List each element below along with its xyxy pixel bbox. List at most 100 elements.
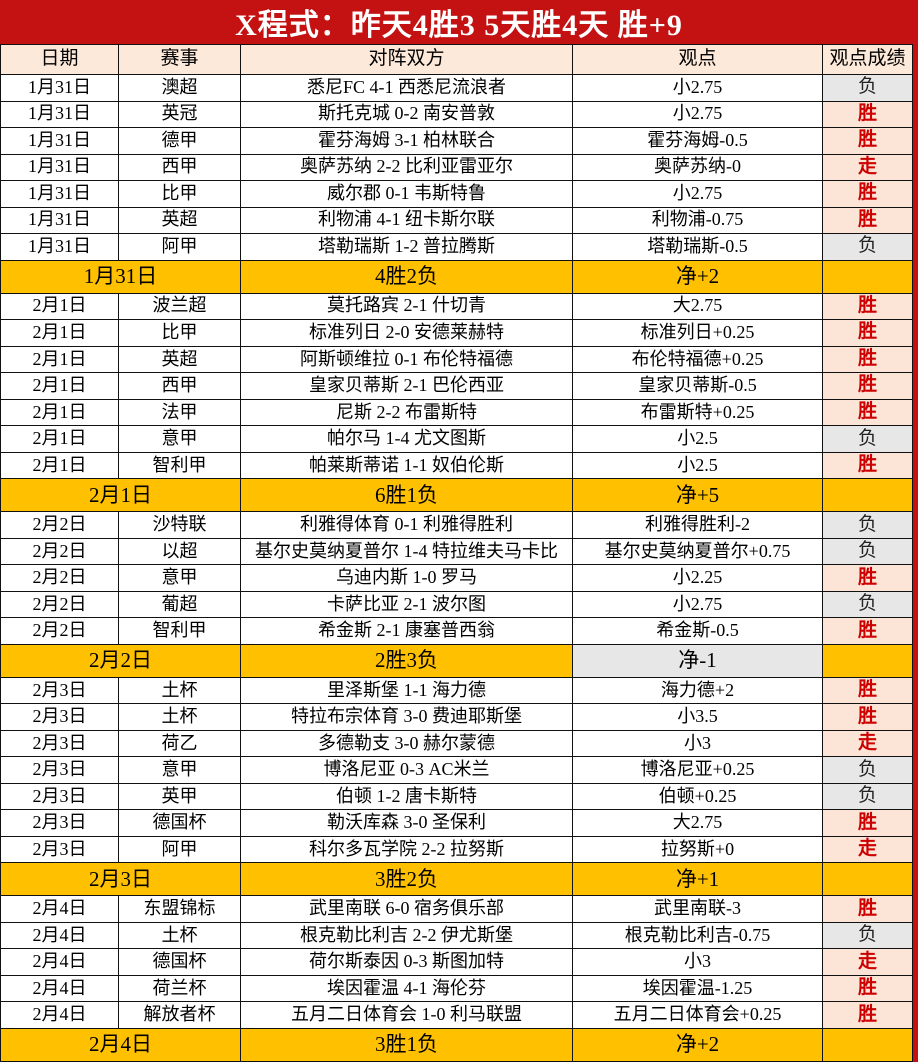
- summary-date-cell: 2月2日: [0, 643, 241, 678]
- league-cell: 比甲: [118, 319, 241, 347]
- summary-record-cell: 6胜1负: [240, 478, 573, 513]
- match-row: 1月31日 比甲 威尔郡 0-1 韦斯特鲁 小2.75 胜: [0, 180, 913, 208]
- summary-row: 1月31日 4胜2负 净+2: [0, 259, 913, 294]
- result-cell: 负: [822, 511, 913, 539]
- result-cell: 胜: [822, 809, 913, 837]
- match-cell: 斯托克城 0-2 南安普敦: [240, 100, 573, 129]
- summary-result-cell: [822, 1028, 913, 1062]
- result-cell: 胜: [822, 895, 913, 923]
- summary-record-cell: 3胜2负: [240, 862, 573, 897]
- match-row: 2月1日 比甲 标准列日 2-0 安德莱赫特 标准列日+0.25 胜: [0, 319, 913, 347]
- match-cell: 科尔多瓦学院 2-2 拉努斯: [240, 835, 573, 864]
- opinion-cell: 武里南联-3: [572, 895, 823, 923]
- result-cell: 负: [822, 425, 913, 453]
- opinion-cell: 标准列日+0.25: [572, 319, 823, 347]
- summary-row: 2月1日 6胜1负 净+5: [0, 478, 913, 513]
- opinion-cell: 海力德+2: [572, 676, 823, 705]
- result-cell: 负: [822, 74, 913, 102]
- summary-result-cell: [822, 478, 913, 513]
- result-cell: 胜: [822, 100, 913, 129]
- summary-date-cell: 2月3日: [0, 862, 241, 897]
- summary-net-cell: 净+2: [572, 259, 823, 294]
- league-cell: 意甲: [118, 564, 241, 592]
- summary-date-cell: 2月1日: [0, 478, 241, 513]
- result-cell: 胜: [822, 703, 913, 731]
- opinion-cell: 小2.75: [572, 590, 823, 619]
- match-row: 2月3日 意甲 博洛尼亚 0-3 AC米兰 博洛尼亚+0.25 负: [0, 756, 913, 784]
- opinion-cell: 小2.25: [572, 564, 823, 592]
- summary-result-cell: [822, 643, 913, 678]
- opinion-cell: 小2.5: [572, 425, 823, 453]
- date-cell: 2月2日: [0, 590, 119, 619]
- summary-result-cell: [822, 259, 913, 294]
- result-cell: 胜: [822, 617, 913, 645]
- summary-result-cell: [822, 862, 913, 897]
- league-cell: 以超: [118, 537, 241, 566]
- league-cell: 英甲: [118, 782, 241, 811]
- match-cell: 霍芬海姆 3-1 柏林联合: [240, 127, 573, 155]
- opinion-cell: 小2.75: [572, 100, 823, 129]
- date-cell: 2月1日: [0, 292, 119, 321]
- match-row: 2月1日 英超 阿斯顿维拉 0-1 布伦特福德 布伦特福德+0.25 胜: [0, 345, 913, 374]
- match-row: 2月1日 智利甲 帕莱斯蒂诺 1-1 奴伯伦斯 小2.5 胜: [0, 451, 913, 480]
- opinion-cell: 大2.75: [572, 809, 823, 837]
- column-header-match: 对阵双方: [240, 44, 573, 75]
- opinion-cell: 小3: [572, 948, 823, 976]
- match-row: 1月31日 英超 利物浦 4-1 纽卡斯尔联 利物浦-0.75 胜: [0, 206, 913, 235]
- result-cell: 负: [822, 782, 913, 811]
- date-cell: 2月1日: [0, 345, 119, 374]
- match-row: 1月31日 德甲 霍芬海姆 3-1 柏林联合 霍芬海姆-0.5 胜: [0, 127, 913, 155]
- date-cell: 2月3日: [0, 703, 119, 731]
- date-cell: 2月1日: [0, 398, 119, 427]
- league-cell: 土杯: [118, 676, 241, 705]
- match-row: 2月3日 土杯 特拉布宗体育 3-0 费迪耶斯堡 小3.5 胜: [0, 703, 913, 731]
- match-row: 2月1日 西甲 皇家贝蒂斯 2-1 巴伦西亚 皇家贝蒂斯-0.5 胜: [0, 372, 913, 400]
- league-cell: 西甲: [118, 372, 241, 400]
- column-header-opinion: 观点: [572, 44, 823, 75]
- league-cell: 阿甲: [118, 233, 241, 261]
- league-cell: 土杯: [118, 703, 241, 731]
- date-cell: 2月2日: [0, 537, 119, 566]
- summary-date-cell: 1月31日: [0, 259, 241, 294]
- opinion-cell: 布伦特福德+0.25: [572, 345, 823, 374]
- result-cell: 走: [822, 153, 913, 182]
- match-row: 2月1日 波兰超 莫托路宾 2-1 什切青 大2.75 胜: [0, 292, 913, 321]
- match-cell: 阿斯顿维拉 0-1 布伦特福德: [240, 345, 573, 374]
- summary-record-cell: 4胜2负: [240, 259, 573, 294]
- result-cell: 走: [822, 948, 913, 976]
- opinion-cell: 伯顿+0.25: [572, 782, 823, 811]
- summary-net-cell: 净+5: [572, 478, 823, 513]
- results-table: 日期 赛事 对阵双方 观点 观点成绩 1月31日 澳超 悉尼FC 4-1 西悉尼流浪…: [0, 44, 913, 1062]
- league-cell: 智利甲: [118, 617, 241, 645]
- date-cell: 2月4日: [0, 974, 119, 1003]
- league-cell: 荷兰杯: [118, 974, 241, 1003]
- opinion-cell: 希金斯-0.5: [572, 617, 823, 645]
- match-cell: 武里南联 6-0 宿务俱乐部: [240, 895, 573, 923]
- date-cell: 1月31日: [0, 127, 119, 155]
- result-cell: 胜: [822, 398, 913, 427]
- match-row: 2月4日 德国杯 荷尔斯泰因 0-3 斯图加特 小3 走: [0, 948, 913, 976]
- match-cell: 皇家贝蒂斯 2-1 巴伦西亚: [240, 372, 573, 400]
- opinion-cell: 博洛尼亚+0.25: [572, 756, 823, 784]
- result-cell: 胜: [822, 564, 913, 592]
- match-row: 2月4日 解放者杯 五月二日体育会 1-0 利马联盟 五月二日体育会+0.25 胜: [0, 1001, 913, 1029]
- match-row: 2月3日 荷乙 多德勒支 3-0 赫尔蒙德 小3 走: [0, 729, 913, 758]
- opinion-cell: 基尔史莫纳夏普尔+0.75: [572, 537, 823, 566]
- match-cell: 勒沃库森 3-0 圣保利: [240, 809, 573, 837]
- date-cell: 2月3日: [0, 676, 119, 705]
- league-cell: 沙特联: [118, 511, 241, 539]
- league-cell: 德甲: [118, 127, 241, 155]
- date-cell: 2月2日: [0, 511, 119, 539]
- match-row: 2月1日 法甲 尼斯 2-2 布雷斯特 布雷斯特+0.25 胜: [0, 398, 913, 427]
- date-cell: 1月31日: [0, 233, 119, 261]
- date-cell: 2月4日: [0, 921, 119, 950]
- match-cell: 利物浦 4-1 纽卡斯尔联: [240, 206, 573, 235]
- league-cell: 波兰超: [118, 292, 241, 321]
- date-cell: 2月1日: [0, 319, 119, 347]
- league-cell: 德国杯: [118, 809, 241, 837]
- match-row: 2月2日 葡超 卡萨比亚 2-1 波尔图 小2.75 负: [0, 590, 913, 619]
- result-cell: 负: [822, 233, 913, 261]
- summary-net-cell: 净+1: [572, 862, 823, 897]
- match-cell: 尼斯 2-2 布雷斯特: [240, 398, 573, 427]
- opinion-cell: 小3: [572, 729, 823, 758]
